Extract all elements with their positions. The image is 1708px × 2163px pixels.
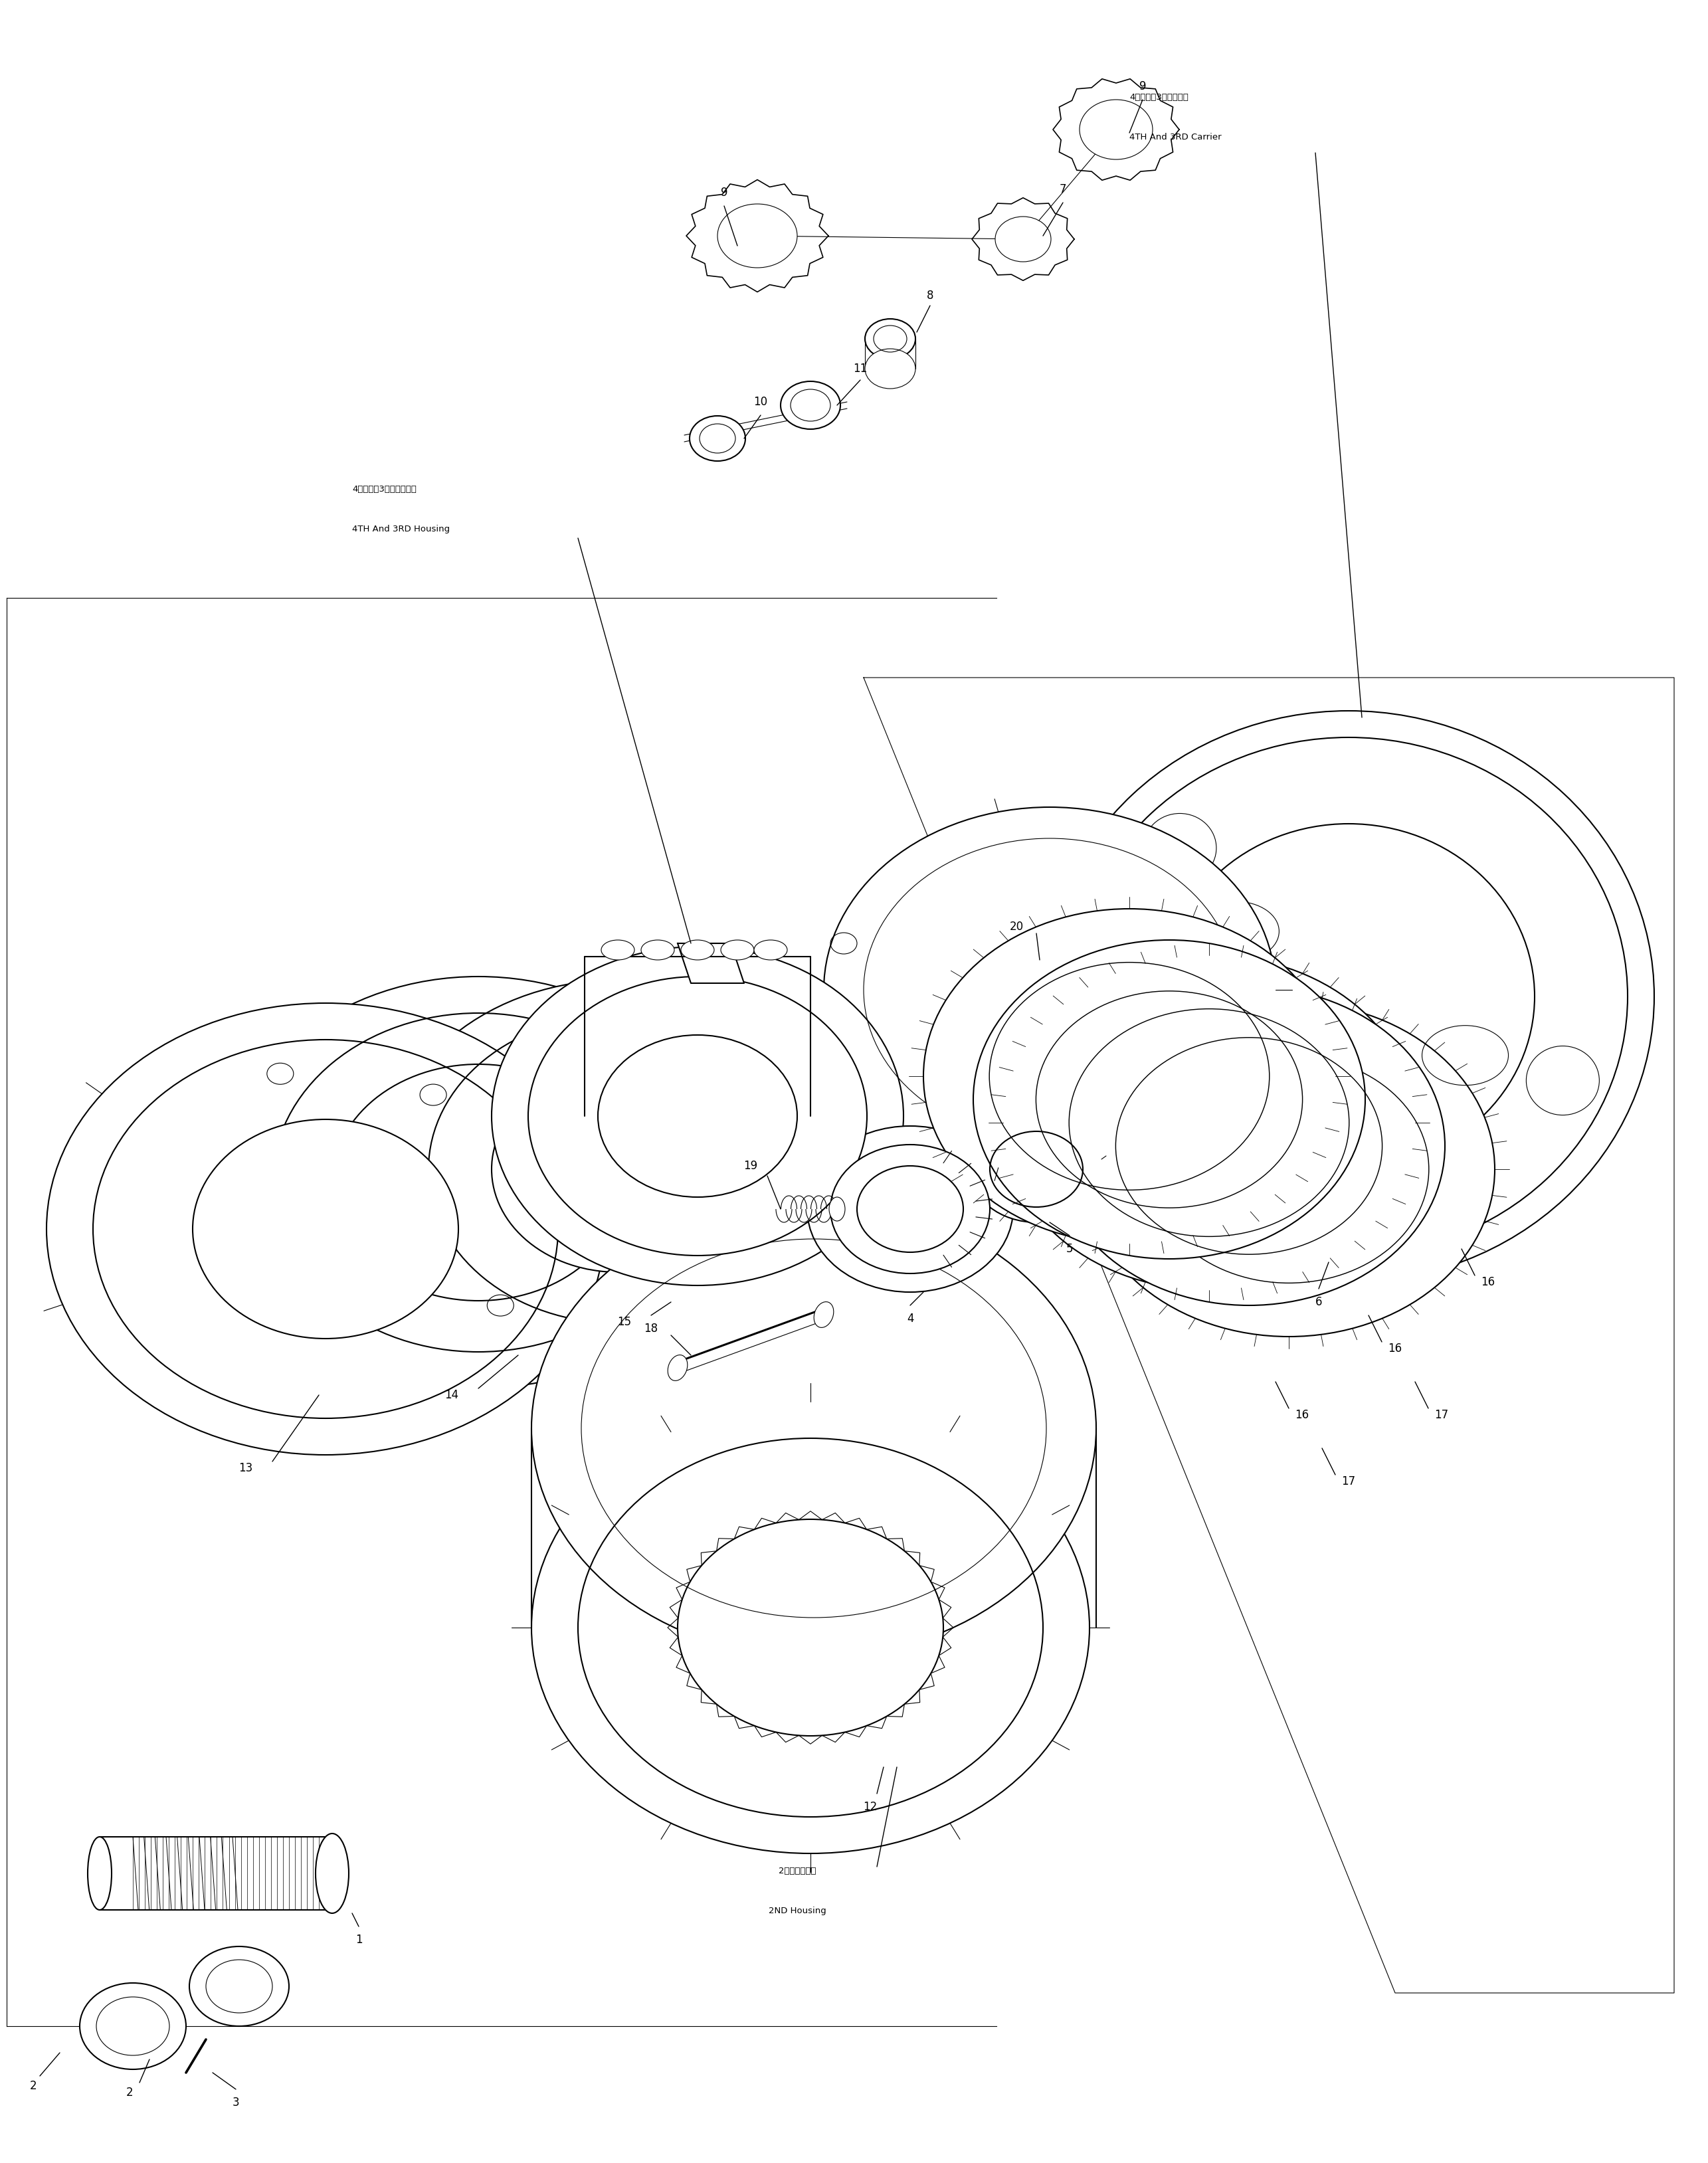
- Ellipse shape: [828, 1196, 845, 1220]
- Text: 15: 15: [618, 1315, 632, 1328]
- Ellipse shape: [316, 1834, 348, 1914]
- Ellipse shape: [781, 381, 840, 428]
- Text: 16: 16: [1295, 1408, 1308, 1421]
- Text: 4速および3速キャリヤ: 4速および3速キャリヤ: [1129, 93, 1189, 102]
- Text: 17: 17: [1341, 1475, 1356, 1488]
- Ellipse shape: [924, 908, 1336, 1244]
- Ellipse shape: [1083, 1001, 1494, 1337]
- Ellipse shape: [640, 941, 675, 960]
- Ellipse shape: [528, 976, 868, 1255]
- Text: 4速および3速ハウジング: 4速および3速ハウジング: [352, 485, 417, 493]
- Text: 2: 2: [29, 2081, 38, 2092]
- Text: 2速ハウジング: 2速ハウジング: [779, 1867, 816, 1875]
- Ellipse shape: [864, 348, 915, 389]
- Ellipse shape: [974, 941, 1365, 1259]
- Text: 18: 18: [644, 1322, 658, 1335]
- Ellipse shape: [531, 1402, 1090, 1854]
- Text: 16: 16: [1389, 1343, 1402, 1354]
- Ellipse shape: [492, 1066, 745, 1272]
- Ellipse shape: [753, 941, 787, 960]
- Ellipse shape: [823, 807, 1276, 1172]
- Ellipse shape: [721, 941, 753, 960]
- Text: 14: 14: [444, 1389, 459, 1402]
- Ellipse shape: [46, 1004, 605, 1456]
- Ellipse shape: [386, 980, 851, 1358]
- Text: 6: 6: [1315, 1296, 1322, 1309]
- Text: 4TH And 3RD Carrier: 4TH And 3RD Carrier: [1129, 132, 1221, 141]
- Text: 9: 9: [1139, 80, 1146, 93]
- Polygon shape: [7, 597, 996, 2027]
- Text: 13: 13: [239, 1462, 253, 1475]
- Ellipse shape: [1003, 956, 1414, 1289]
- Text: 9: 9: [721, 186, 728, 199]
- Text: 19: 19: [743, 1159, 758, 1172]
- Ellipse shape: [225, 976, 731, 1389]
- Ellipse shape: [80, 1983, 186, 2070]
- Text: 8: 8: [926, 290, 934, 301]
- Ellipse shape: [193, 1120, 458, 1339]
- Ellipse shape: [970, 1116, 1103, 1222]
- Polygon shape: [864, 677, 1674, 1992]
- Text: 16: 16: [1481, 1276, 1494, 1289]
- Ellipse shape: [815, 1302, 834, 1328]
- Text: 1: 1: [355, 1934, 362, 1947]
- Ellipse shape: [668, 1354, 688, 1380]
- Ellipse shape: [87, 1836, 111, 1910]
- Text: 11: 11: [854, 363, 868, 374]
- Ellipse shape: [690, 415, 745, 461]
- Text: 2: 2: [126, 2087, 133, 2098]
- Ellipse shape: [681, 941, 714, 960]
- Ellipse shape: [678, 1518, 943, 1737]
- Ellipse shape: [190, 1947, 289, 2027]
- Text: 3: 3: [232, 2096, 239, 2109]
- Text: 2ND Housing: 2ND Housing: [769, 1906, 827, 1914]
- Ellipse shape: [492, 947, 904, 1285]
- Ellipse shape: [1052, 986, 1445, 1306]
- Ellipse shape: [830, 1144, 991, 1274]
- Polygon shape: [678, 943, 745, 984]
- Text: 5: 5: [1066, 1244, 1073, 1255]
- Text: 10: 10: [753, 396, 767, 409]
- Ellipse shape: [1079, 99, 1153, 160]
- Text: 12: 12: [863, 1802, 878, 1813]
- Ellipse shape: [331, 1064, 625, 1300]
- Ellipse shape: [717, 203, 798, 268]
- Ellipse shape: [531, 1198, 1097, 1657]
- Ellipse shape: [864, 318, 915, 359]
- Text: 17: 17: [1435, 1408, 1448, 1421]
- Text: 7: 7: [1059, 184, 1066, 195]
- Polygon shape: [99, 1836, 331, 1910]
- Ellipse shape: [1044, 712, 1653, 1283]
- Ellipse shape: [808, 1127, 1013, 1291]
- Text: 20: 20: [1009, 921, 1023, 932]
- Ellipse shape: [601, 941, 634, 960]
- Text: 4TH And 3RD Housing: 4TH And 3RD Housing: [352, 526, 449, 534]
- Ellipse shape: [996, 216, 1050, 262]
- Text: 4: 4: [907, 1313, 914, 1324]
